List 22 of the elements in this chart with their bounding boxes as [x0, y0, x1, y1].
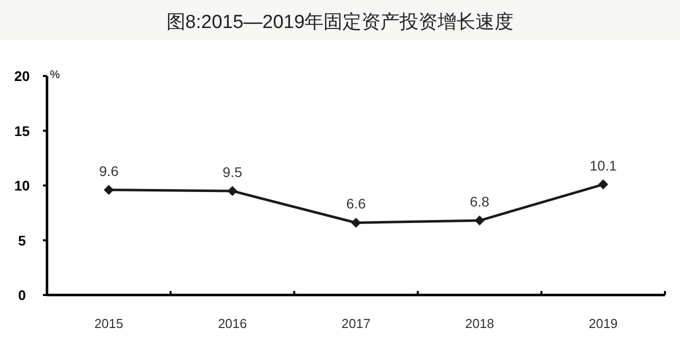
data-label: 9.6 [99, 162, 119, 179]
x-tick-label: 2017 [342, 316, 370, 331]
point [227, 186, 238, 196]
point [598, 179, 608, 190]
y-tick-label: 20 [14, 68, 30, 84]
data-label: 6.6 [346, 196, 366, 212]
point [104, 184, 114, 195]
y-tick-label: 15 [14, 122, 30, 139]
y-tick-label: 0 [18, 287, 26, 303]
x-tick-label: 2019 [588, 316, 618, 331]
y-axis-title: % [50, 69, 60, 81]
x-tick-label: 2015 [94, 316, 124, 331]
data-label: 6.8 [470, 194, 490, 210]
point [351, 218, 361, 228]
point [474, 216, 485, 226]
chart-title: 图8:2015—2019年固定资产投资增长速度 [166, 11, 514, 33]
x-tick-label: 2018 [465, 316, 494, 331]
y-tick-label: 5 [18, 232, 26, 248]
data-label: 10.1 [590, 157, 618, 174]
y-tick-label: 10 [14, 178, 30, 194]
x-tick-label: 2016 [218, 316, 247, 331]
data-label: 9.5 [222, 164, 242, 180]
